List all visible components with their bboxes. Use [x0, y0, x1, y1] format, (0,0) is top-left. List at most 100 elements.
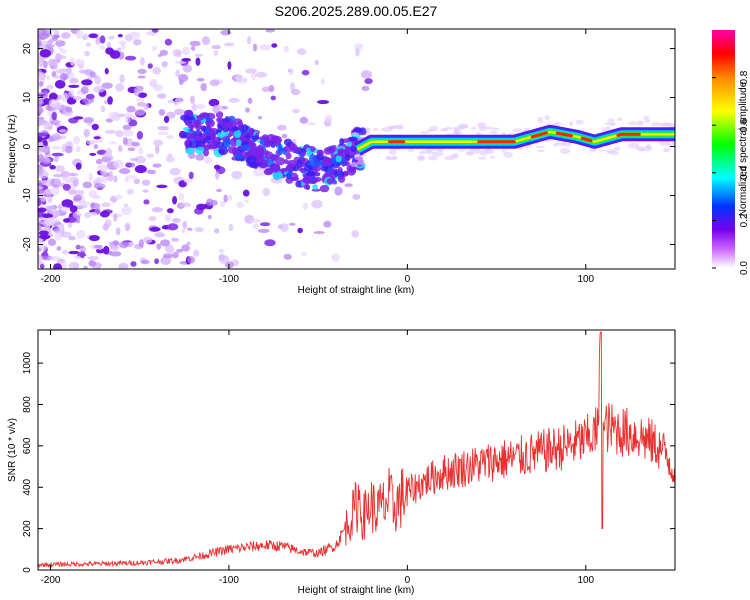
- spectrogram-noise-blob: [53, 75, 62, 79]
- spectrogram-noise-blob: [95, 36, 102, 45]
- spectrogram-noise-blob: [234, 74, 243, 81]
- spectrogram-noise-blob: [247, 97, 253, 104]
- spectrogram-ridge-blob: [228, 115, 236, 122]
- spectrogram-noise-blob: [154, 258, 160, 265]
- spectrogram-halo-blob: [628, 121, 638, 126]
- spectrogram-noise-blob: [208, 98, 220, 107]
- spectrogram-noise-blob: [78, 201, 90, 207]
- y-tick-label: 10: [22, 92, 33, 104]
- spectrogram-noise-blob: [91, 123, 99, 131]
- spectrogram-noise-blob: [73, 189, 85, 195]
- spectrogram-noise-blob: [39, 263, 45, 269]
- spectrogram-ridge-blob: [346, 141, 353, 147]
- spectrogram-noise-blob: [172, 195, 178, 205]
- spectrogram-noise-blob: [95, 158, 103, 165]
- spectrogram-ridge-blob: [289, 143, 298, 151]
- spectrogram-noise-blob: [125, 175, 138, 179]
- spectrogram-y-ticks: -20 -10 0 10 20: [22, 43, 675, 252]
- spectrogram-noise-blob: [142, 189, 149, 193]
- spectrogram-ridge-blob: [241, 124, 249, 132]
- spectrogram-ridge-blob: [183, 109, 194, 117]
- spectrogram-noise-blob: [38, 234, 51, 240]
- spectrogram-noise-blob: [195, 153, 205, 161]
- spectrogram-noise-blob: [54, 165, 65, 172]
- spectrogram-halo-blob: [607, 118, 615, 123]
- spectrogram-noise-blob: [147, 169, 157, 175]
- spectrogram-noise-blob: [74, 59, 85, 67]
- spectrogram-ridge-blob: [313, 161, 324, 167]
- spectrogram-noise-blob: [259, 44, 272, 51]
- spectrogram-ridge-blob: [234, 153, 243, 160]
- spectrogram-noise-blob: [69, 205, 78, 213]
- spectrogram-noise-blob: [88, 173, 93, 182]
- spectrogram-x-ticks: -200 -100 0 100: [40, 29, 595, 285]
- spectrogram-ridge-blob: [287, 159, 297, 168]
- spectrogram-noise-blob: [53, 227, 61, 234]
- spectrogram-noise-blob: [101, 82, 113, 89]
- spectrogram-noise-blob: [126, 105, 136, 113]
- spectrogram-noise-blob: [250, 72, 257, 81]
- spectrogram-noise-blob: [69, 172, 77, 177]
- spectrogram-noise-blob: [196, 203, 207, 211]
- spectrogram-noise-blob: [88, 234, 100, 242]
- spectrogram-noise-blob: [75, 214, 81, 222]
- y-tick-label: 200: [22, 520, 33, 537]
- spectrogram-noise-blob: [162, 253, 174, 259]
- spectrogram-halo-blob: [417, 154, 425, 160]
- spectrogram-ridge-blob: [221, 121, 231, 130]
- spectrogram-noise-blob: [212, 104, 220, 114]
- spectrogram-noise-blob: [257, 228, 270, 233]
- spectrogram-halo-blob: [418, 151, 427, 155]
- spectrogram-noise-blob: [113, 194, 123, 200]
- spectrogram-noise-blob: [83, 128, 90, 138]
- spectrogram-noise-blob: [182, 64, 193, 73]
- spectrogram-noise-blob: [297, 227, 303, 234]
- colorbar-tick-label: 0.2: [739, 213, 750, 227]
- spectrogram-noise-blob: [38, 38, 42, 48]
- spectrogram-noise-blob: [133, 89, 141, 97]
- spectrogram-noise-blob: [264, 239, 276, 247]
- snr-y-ticks: 0 200 400 600 800 1000: [22, 352, 675, 573]
- spectrogram-ridge-blob: [298, 166, 304, 172]
- spectrogram-noise-blob: [99, 45, 106, 50]
- spectrogram-noise-blob: [250, 218, 261, 223]
- spectrogram-noise-blob: [194, 227, 204, 233]
- spectrogram-noise-blob: [61, 32, 71, 39]
- spectrogram-noise-blob: [283, 45, 290, 53]
- spectrogram-noise-blob: [43, 44, 56, 48]
- spectrogram-halo-blob: [373, 127, 379, 132]
- spectrogram-noise-blob: [188, 171, 194, 180]
- snr-frame: [37, 329, 676, 571]
- y-tick-label: 400: [22, 478, 33, 495]
- spectrogram-noise-blob: [75, 162, 82, 170]
- spectrogram-noise-blob: [151, 46, 158, 51]
- spectrogram-noise-blob: [213, 50, 219, 56]
- spectrogram-ridge-blob: [295, 180, 302, 188]
- spectrogram-noise-blob: [152, 163, 162, 168]
- spectrogram-noise-blob: [129, 31, 141, 40]
- spectrogram-halo-blob: [455, 130, 460, 136]
- spectrogram-ridge-blob: [335, 155, 342, 163]
- spectrogram-noise-blob: [70, 57, 75, 66]
- spectrogram-noise-blob: [38, 185, 44, 190]
- spectrogram-noise-blob: [60, 104, 65, 109]
- spectrogram-noise-blob: [109, 251, 122, 257]
- spectrogram-noise-blob: [48, 98, 58, 108]
- spectrogram-halo-blob: [489, 130, 498, 135]
- spectrogram-noise-blob: [48, 29, 56, 33]
- spectrogram-noise-blob: [113, 213, 118, 222]
- spectrogram-noise-blob: [172, 49, 181, 57]
- chart-title: S206.2025.289.00.05.E27: [275, 3, 438, 19]
- spectrogram-ridge-blob: [205, 115, 211, 122]
- spectrogram-noise-blob: [51, 70, 57, 78]
- spectrogram-ridge-blob: [264, 150, 270, 156]
- y-tick-label: 1000: [22, 352, 33, 375]
- spectrogram-ridge-blob: [251, 135, 260, 141]
- spectrogram-noise-blob: [58, 47, 64, 51]
- spectrogram-noise-blob: [166, 208, 174, 214]
- spectrogram-noise-blob: [187, 256, 195, 264]
- spectrogram-noise-blob: [134, 164, 147, 174]
- spectrogram-noise-blob: [38, 199, 42, 207]
- spectrogram-noise-blob: [164, 38, 173, 46]
